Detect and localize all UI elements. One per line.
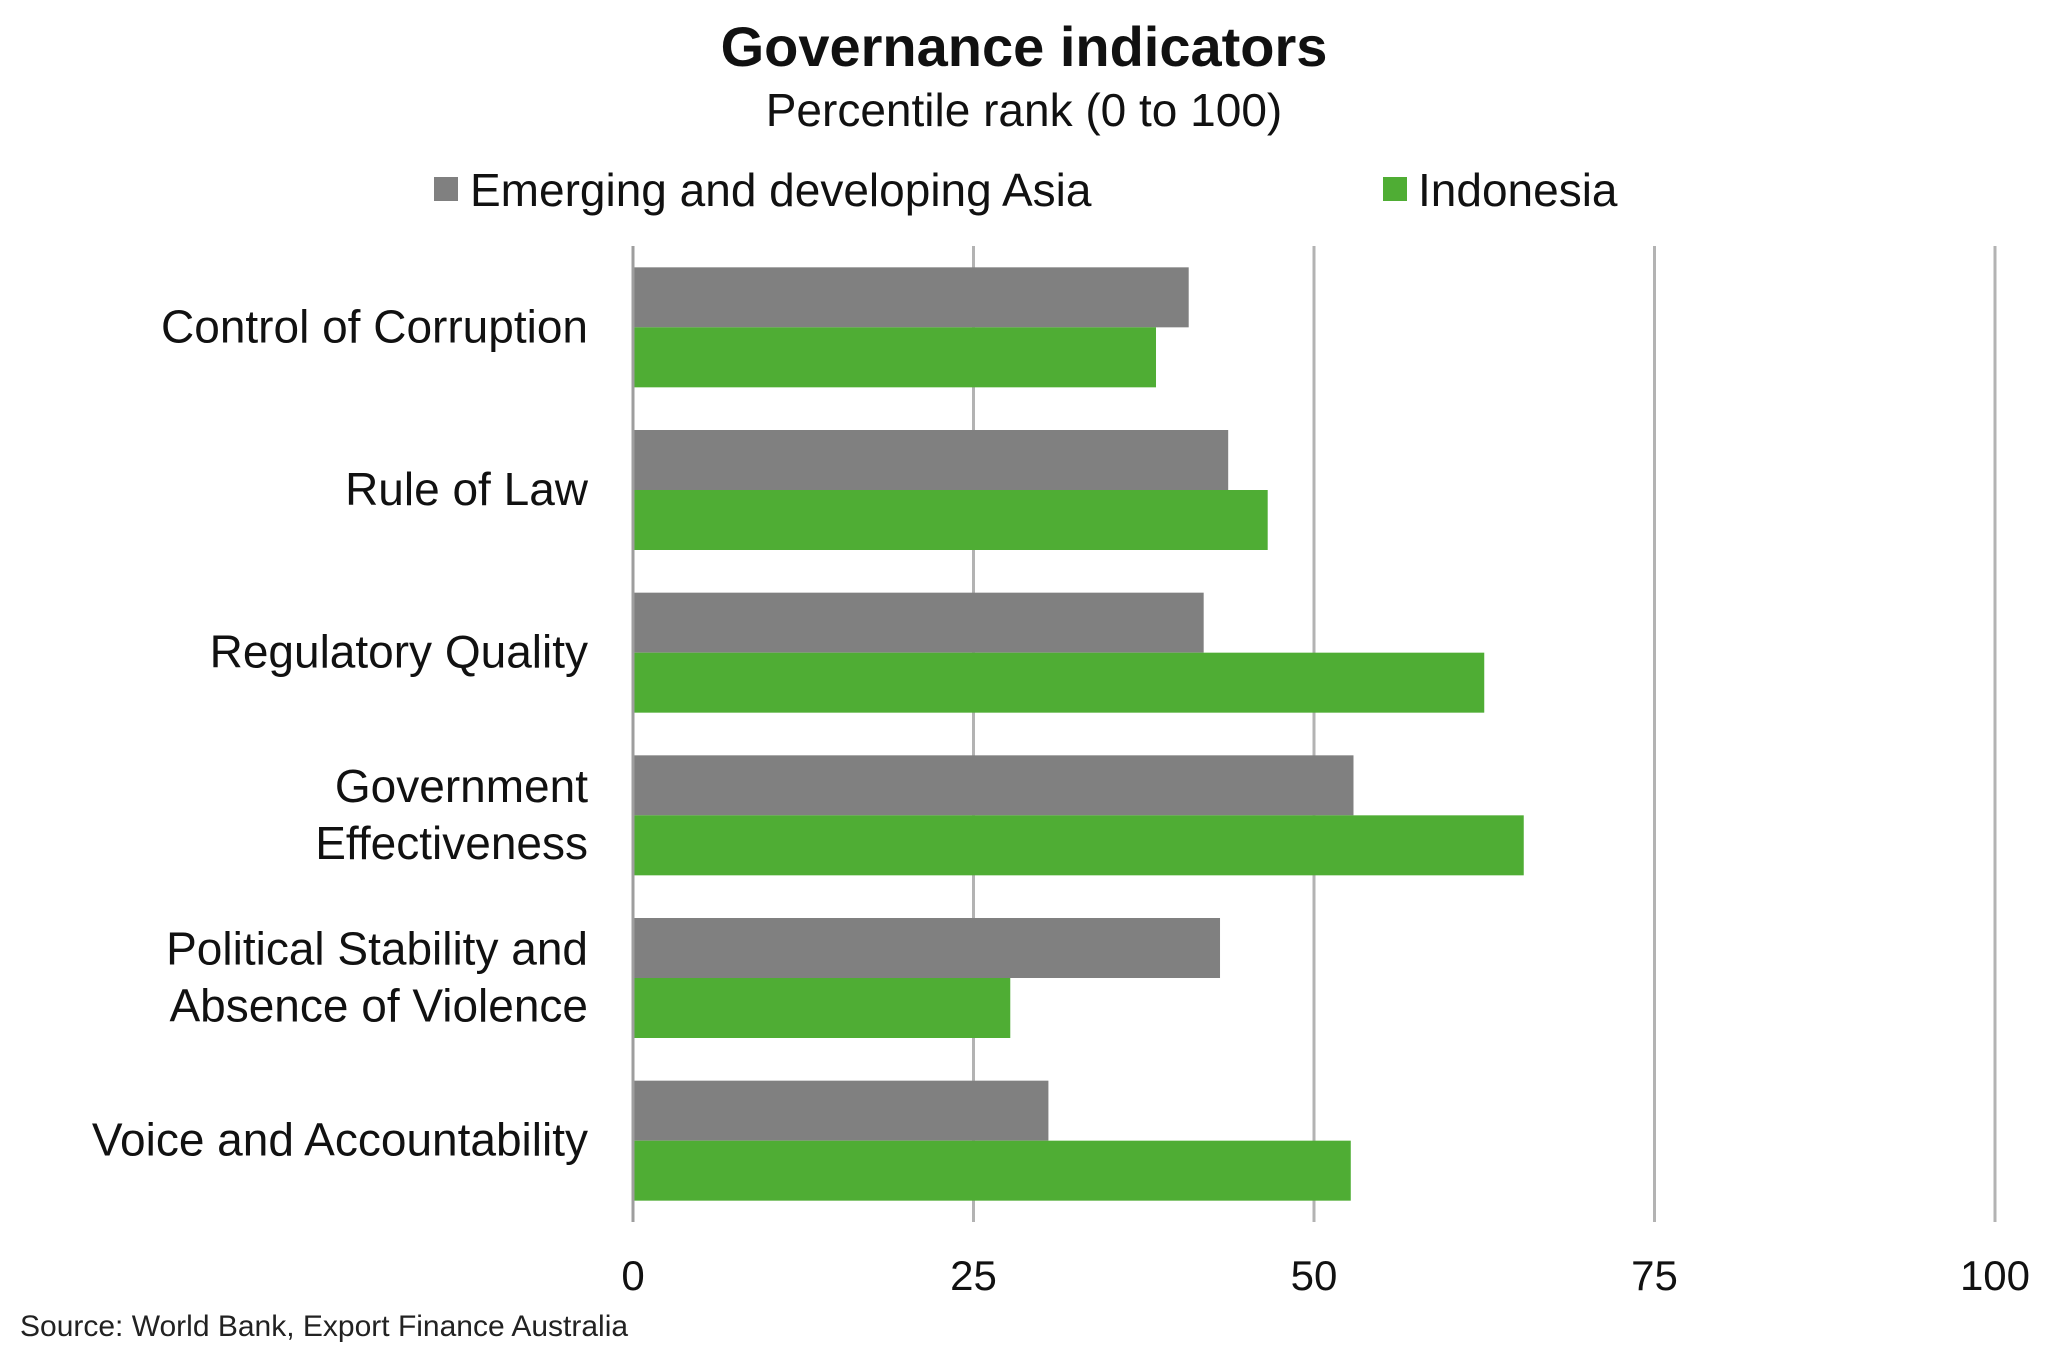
bar-emerging-asia-2 xyxy=(633,592,1204,653)
category-label-0: Control of Corruption xyxy=(161,300,588,352)
bar-emerging-asia-0 xyxy=(633,267,1189,328)
category-label-1: Rule of Law xyxy=(345,463,589,515)
category-label-2: Regulatory Quality xyxy=(210,626,588,678)
x-tick-label-100: 100 xyxy=(1960,1252,2030,1299)
chart-subtitle: Percentile rank (0 to 100) xyxy=(766,84,1283,136)
bars xyxy=(633,267,1524,1201)
x-tick-label-25: 25 xyxy=(950,1252,997,1299)
x-tick-label-75: 75 xyxy=(1631,1252,1678,1299)
bar-indonesia-1 xyxy=(633,490,1268,550)
legend-swatch-emerging-asia xyxy=(434,177,458,201)
x-tick-labels: 0 25 50 75 100 xyxy=(621,1252,2030,1299)
legend-label-indonesia: Indonesia xyxy=(1418,164,1618,216)
legend-label-emerging-asia: Emerging and developing Asia xyxy=(470,164,1092,216)
category-labels: Control of Corruption Rule of Law Regulato… xyxy=(92,300,589,1165)
bar-emerging-asia-5 xyxy=(633,1080,1049,1141)
chart-title: Governance indicators xyxy=(721,15,1328,78)
category-label-3: Government Effectiveness xyxy=(315,760,588,869)
bar-indonesia-0 xyxy=(633,327,1157,388)
bar-emerging-asia-4 xyxy=(633,918,1221,978)
bar-indonesia-5 xyxy=(633,1140,1351,1201)
bar-indonesia-2 xyxy=(633,652,1485,713)
legend: Emerging and developing Asia Indonesia xyxy=(434,164,1618,216)
bar-emerging-asia-3 xyxy=(633,755,1354,816)
gridlines xyxy=(972,246,1997,1222)
category-label-4: Political Stability and Absence of Violen… xyxy=(166,923,588,1032)
category-label-5: Voice and Accountability xyxy=(92,1114,588,1166)
bar-indonesia-3 xyxy=(633,815,1524,876)
x-tick-label-0: 0 xyxy=(621,1252,644,1299)
bar-indonesia-4 xyxy=(633,978,1011,1038)
source-note: Source: World Bank, Export Finance Austr… xyxy=(20,1310,628,1343)
legend-swatch-indonesia xyxy=(1383,177,1407,201)
bar-emerging-asia-1 xyxy=(633,430,1229,490)
x-tick-label-50: 50 xyxy=(1291,1252,1338,1299)
